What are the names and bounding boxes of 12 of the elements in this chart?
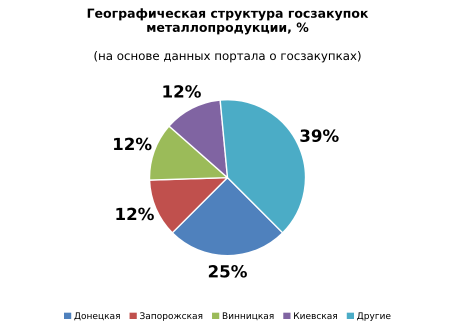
legend-label: Донецкая bbox=[74, 312, 120, 320]
legend-label: Киевская bbox=[294, 312, 337, 320]
data-label: 12% bbox=[116, 208, 154, 220]
data-label: 12% bbox=[163, 85, 201, 98]
chart-title: Географическая структура госзакупок металлопродукции, % bbox=[88, 8, 368, 35]
data-label: 39% bbox=[300, 129, 339, 142]
legend-label: Винницкая bbox=[222, 312, 274, 320]
legend-label: Другие bbox=[357, 312, 391, 321]
legend-label: Запорожская bbox=[140, 312, 202, 321]
chart-subtitle: (на основе данных портала о госзакупках) bbox=[94, 51, 361, 62]
data-label: 25% bbox=[208, 265, 247, 278]
data-label: 12% bbox=[114, 138, 152, 150]
